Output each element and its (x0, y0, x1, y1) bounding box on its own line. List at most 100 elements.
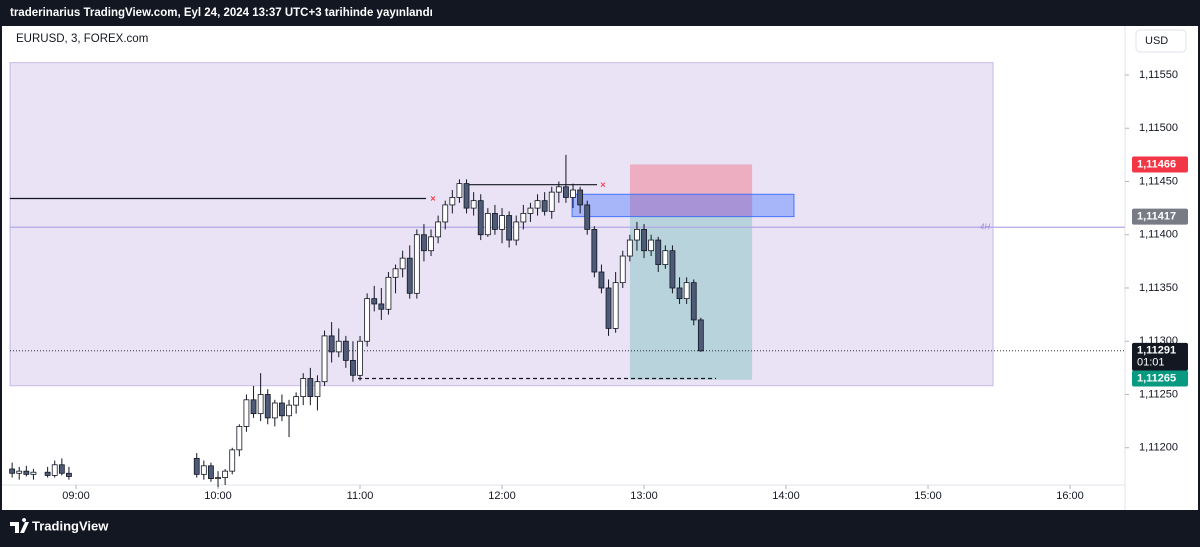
price-badge (1132, 156, 1188, 173)
candle-body (570, 189, 576, 198)
candle-body (435, 221, 442, 238)
price-badge-label: 1,11466 (1137, 158, 1176, 170)
candle-body (612, 282, 619, 329)
candle-body (193, 457, 200, 475)
symbol: EURUSD, 3, FOREX.com (16, 33, 148, 45)
candle-body (286, 404, 292, 417)
candle-body (456, 183, 463, 198)
candle-body (534, 200, 541, 209)
candle-body (66, 472, 72, 477)
currency: USD (1145, 35, 1168, 47)
candle-body (683, 282, 690, 300)
candle-body (399, 257, 406, 270)
candle-body (208, 465, 214, 480)
candle-body (243, 399, 250, 427)
candle-body (200, 465, 207, 475)
candle-body (371, 298, 378, 305)
candle-body (598, 271, 605, 289)
candle-body (584, 204, 591, 230)
candle-body (385, 276, 392, 310)
candle-body (648, 239, 655, 252)
y-tick-label: 1,11500 (1139, 122, 1178, 134)
candle-body (364, 298, 371, 342)
candle-body (236, 426, 243, 451)
candle-body (513, 221, 520, 241)
candle-body (271, 402, 278, 419)
candle-body (229, 449, 236, 472)
candle-body (328, 335, 335, 353)
candle-body (477, 200, 484, 236)
candle-body (406, 257, 413, 294)
candle-body (669, 250, 676, 289)
candle-body (626, 239, 633, 257)
candle-body (250, 399, 257, 415)
candle-body (30, 471, 37, 475)
logo-icon (10, 518, 29, 533)
x-marker (600, 182, 606, 188)
y-tick-label: 1,11200 (1139, 442, 1178, 454)
candle-body (449, 197, 456, 206)
candle-body (506, 215, 513, 241)
candle-body (300, 378, 307, 398)
zone (629, 164, 753, 217)
header-text: traderinarius TradingView.com, Eyl 24, 2… (10, 7, 433, 19)
y-tick-label: 1,11450 (1139, 175, 1178, 187)
candle-body (321, 335, 328, 383)
candle-body (16, 470, 23, 474)
candle-body (470, 200, 477, 209)
y-tick-label: 1,11400 (1139, 229, 1178, 241)
candle-body (605, 287, 612, 329)
candle-body (428, 236, 434, 252)
candle-body (279, 402, 285, 417)
candle-body (676, 287, 683, 300)
candle-body (335, 340, 342, 353)
price-badge (1132, 342, 1188, 371)
price-badge (1132, 208, 1188, 225)
candle-body (655, 239, 662, 265)
candle-body (215, 477, 221, 480)
candle-body (484, 213, 491, 236)
x-tick-label: 14:00 (772, 490, 800, 502)
candle-body (357, 340, 363, 376)
price-badge-label: 1,11265 (1137, 372, 1176, 384)
y-tick-label: 1,11250 (1139, 388, 1178, 400)
candle-body (44, 471, 51, 476)
x-tick-label: 12:00 (488, 490, 516, 502)
y-tick-label: 1,11550 (1139, 69, 1178, 81)
candle-body (563, 186, 569, 198)
zone (571, 193, 795, 218)
candle-body (413, 234, 420, 294)
price-badge-sub: 01:01 (1137, 357, 1165, 369)
candle-body (520, 213, 527, 223)
candle-body (555, 186, 562, 193)
candle-body (9, 468, 16, 474)
candle-body (697, 319, 704, 352)
currency-button[interactable] (1135, 29, 1187, 53)
candle-body (58, 464, 65, 474)
candle-body (23, 470, 30, 475)
chart-area (2, 26, 1198, 510)
candle-body (463, 183, 470, 209)
candle-body (577, 189, 584, 206)
x-tick-label: 09:00 (62, 490, 90, 502)
candle-body (314, 381, 321, 398)
x-tick-label: 13:00 (630, 490, 658, 502)
candle-body (51, 464, 58, 476)
candle-body (307, 378, 314, 398)
candle-body (378, 303, 385, 310)
candle-body (499, 215, 505, 230)
footer-brand: TradingView (32, 518, 109, 533)
x-tick-label: 15:00 (914, 490, 942, 502)
y-tick-label: 1,11350 (1139, 282, 1178, 294)
candle-body (222, 470, 229, 478)
x-tick-label: 10:00 (204, 490, 232, 502)
candle-body (342, 340, 349, 361)
logo (10, 518, 29, 533)
candle-body (591, 229, 598, 273)
candle-body (541, 200, 548, 212)
candle-body (257, 394, 264, 415)
candle-body (527, 207, 534, 214)
x-tick-label: 16:00 (1056, 490, 1084, 502)
